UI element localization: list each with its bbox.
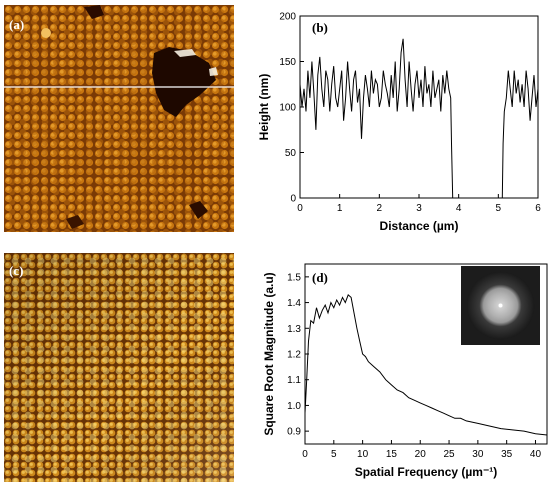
y-tick-label: 150	[279, 57, 296, 68]
x-tick-label: 0	[297, 203, 303, 214]
y-axis-label: Square Root Magnitude (a.u)	[262, 272, 276, 435]
afm-image-c: (c)	[4, 253, 234, 482]
x-tick-label: 2	[377, 203, 383, 214]
x-tick-label: 10	[357, 449, 369, 460]
x-tick-label: 40	[530, 449, 542, 460]
x-tick-label: 1	[337, 203, 343, 214]
y-tick-label: 1.0	[287, 401, 301, 412]
panel-label-c: (c)	[9, 263, 23, 278]
x-axis-label: Distance (µm)	[380, 219, 459, 233]
x-tick-label: 5	[496, 203, 502, 214]
y-tick-label: 200	[279, 12, 296, 23]
y-axis-label: Height (nm)	[257, 74, 271, 141]
y-tick-label: 1.3	[287, 324, 301, 335]
fft-spectrum-line	[304, 294, 548, 436]
plot-frame	[304, 263, 548, 445]
x-axis-label: Spatial Frequency (µm⁻¹)	[355, 465, 498, 479]
afm-image-c-canvas: (c)	[4, 253, 234, 482]
height-profile-line	[299, 38, 539, 199]
x-tick-label: 20	[415, 449, 427, 460]
afm-defect	[152, 47, 216, 117]
y-tick-label: 100	[279, 103, 296, 114]
panel-label-a: (a)	[9, 17, 24, 32]
afm-image-a-canvas: (a)	[4, 5, 234, 232]
x-tick-label: 30	[472, 449, 484, 460]
x-tick-label: 3	[416, 203, 422, 214]
y-tick-label: 50	[285, 148, 297, 159]
x-tick-label: 15	[386, 449, 398, 460]
y-tick-label: 1.5	[287, 272, 301, 283]
y-tick-label: 1.4	[287, 298, 301, 309]
afm-defect	[189, 201, 208, 219]
afm-defect	[84, 5, 104, 19]
x-tick-label: 5	[331, 449, 337, 460]
afm-defect	[66, 215, 84, 229]
panel-label-d: (d)	[312, 270, 328, 285]
plot-frame	[299, 15, 539, 199]
x-tick-label: 35	[501, 449, 513, 460]
x-tick-label: 4	[456, 203, 462, 214]
afm-image-a: (a)	[4, 5, 234, 232]
x-tick-label: 6	[535, 203, 541, 214]
y-tick-label: 1.2	[287, 350, 301, 361]
x-tick-label: 25	[443, 449, 455, 460]
y-tick-label: 1.1	[287, 375, 301, 386]
fft-spectrum-chart: (d) 0 5 10 15 20 25 30 35 40 0.9 1.0 1.1 1.2 1.3 1.4 1.…	[262, 263, 548, 479]
fft-inset-image	[461, 266, 540, 345]
y-tick-label: 0.9	[287, 427, 301, 438]
panel-label-b: (b)	[312, 20, 328, 35]
height-profile-chart: (b) 0 1 2 3 4 5 6 0 50 100 150 200 Distance (µm) He…	[257, 12, 541, 234]
y-tick-label: 0	[290, 194, 296, 205]
x-tick-label: 0	[302, 449, 308, 460]
